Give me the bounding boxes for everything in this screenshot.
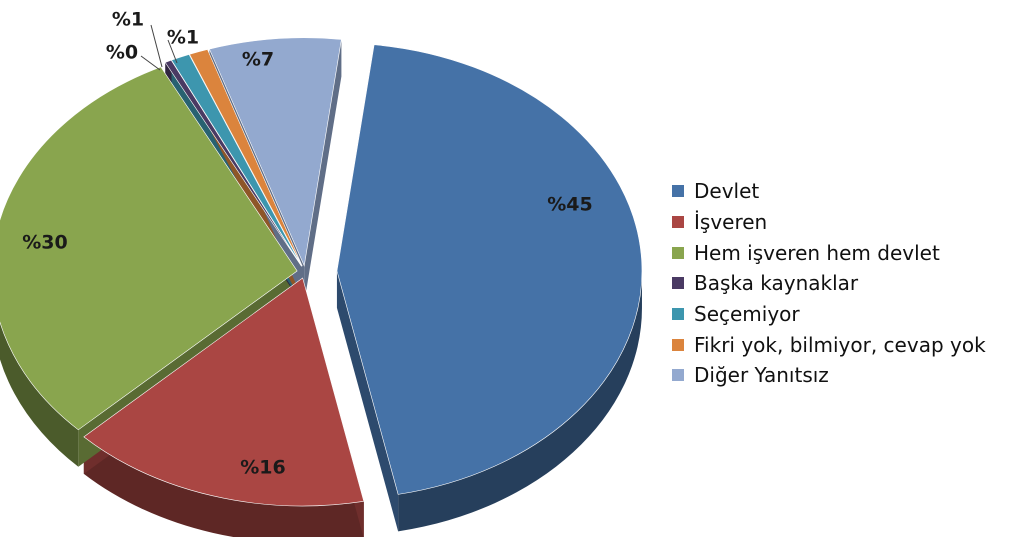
legend-item-isveren: İşveren (672, 207, 986, 238)
legend-item-devlet: Devlet (672, 176, 986, 207)
legend-item-diger-yanitsiz: Diğer Yanıtsız (672, 360, 986, 391)
legend-label: Fikri yok, bilmiyor, cevap yok (694, 333, 986, 357)
legend-label: Seçemiyor (694, 302, 800, 326)
legend-label: Devlet (694, 179, 759, 203)
legend-label: Hem işveren hem devlet (694, 241, 940, 265)
leader-line (141, 56, 160, 70)
legend-swatch (672, 308, 684, 320)
legend-label: Diğer Yanıtsız (694, 363, 829, 387)
data-label: %30 (22, 232, 67, 254)
legend-item-hem-isveren-hem-devlet: Hem işveren hem devlet (672, 237, 986, 268)
data-label: %7 (242, 49, 274, 71)
legend: Devlet İşveren Hem işveren hem devlet Ba… (672, 176, 986, 391)
legend-swatch (672, 339, 684, 351)
data-label: %1 (167, 27, 199, 49)
legend-label: Başka kaynaklar (694, 271, 858, 295)
legend-item-secemiyor: Seçemiyor (672, 299, 986, 330)
legend-item-fikri-yok: Fikri yok, bilmiyor, cevap yok (672, 329, 986, 360)
legend-swatch (672, 185, 684, 197)
legend-swatch (672, 216, 684, 228)
data-label: %1 (112, 9, 144, 31)
legend-swatch (672, 277, 684, 289)
leader-line (151, 25, 162, 67)
data-label: %0 (106, 42, 138, 64)
legend-swatch (672, 247, 684, 259)
data-label: %16 (240, 457, 285, 479)
legend-item-baska-kaynaklar: Başka kaynaklar (672, 268, 986, 299)
data-label: %45 (547, 194, 592, 216)
legend-label: İşveren (694, 210, 767, 234)
legend-swatch (672, 369, 684, 381)
